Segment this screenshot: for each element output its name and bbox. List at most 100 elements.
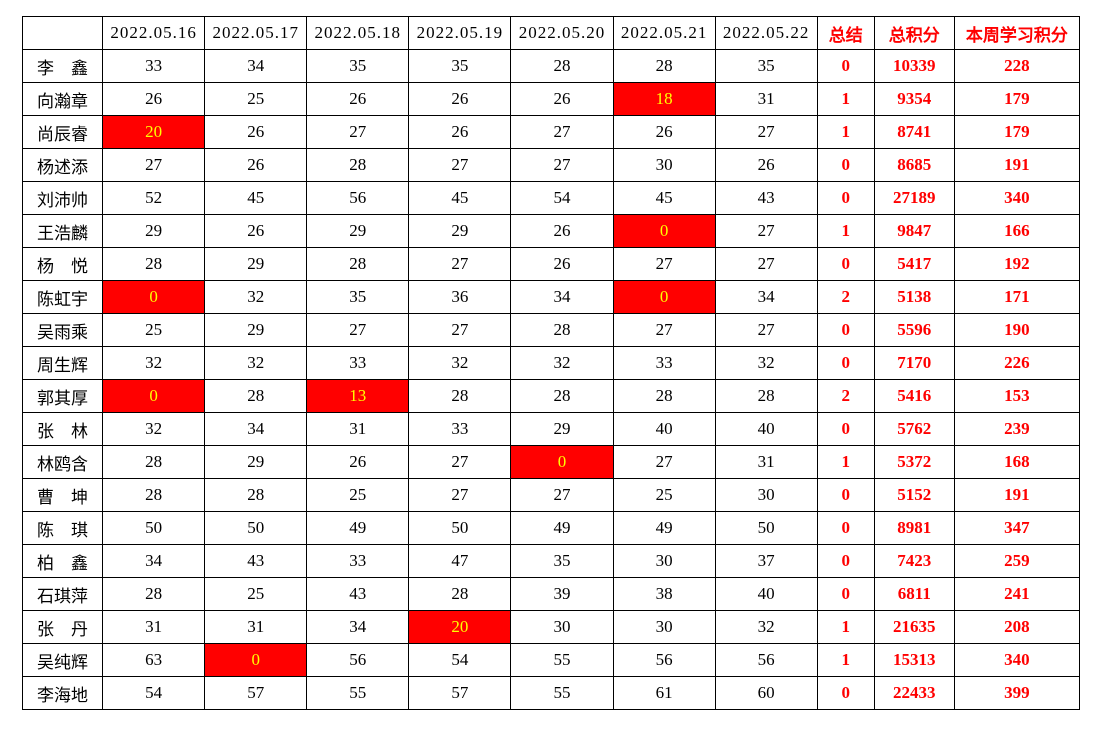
table-row: 刘沛帅 52 45 56 45 54 45 43 0 27189 340 — [21, 181, 1081, 215]
daily-score-cell: 26 — [612, 115, 716, 149]
table-row: 吴纯辉 63 0 56 54 55 56 56 1 15313 340 — [21, 643, 1081, 677]
daily-score-cell: 32 — [510, 346, 614, 380]
date-column-header: 2022.05.17 — [204, 16, 308, 50]
total-points-cell: 27189 — [873, 181, 955, 215]
table-row: 李 鑫 33 34 35 35 28 28 35 0 10339 228 — [21, 49, 1081, 83]
total-points-cell: 21635 — [873, 610, 955, 644]
total-points-cell: 8981 — [873, 511, 955, 545]
summary-cell: 1 — [816, 445, 875, 479]
daily-score-cell: 33 — [102, 49, 206, 83]
daily-score-cell: 27 — [510, 478, 614, 512]
date-column-header: 2022.05.22 — [714, 16, 818, 50]
total-points-cell: 5596 — [873, 313, 955, 347]
student-name-cell: 杨 悦 — [21, 247, 104, 281]
daily-score-cell: 27 — [408, 445, 512, 479]
daily-score-cell: 55 — [510, 676, 614, 710]
week-points-cell: 399 — [953, 676, 1081, 710]
daily-score-cell: 27 — [408, 478, 512, 512]
summary-cell: 0 — [816, 313, 875, 347]
total-points-cell: 8741 — [873, 115, 955, 149]
week-points-cell: 259 — [953, 544, 1081, 578]
student-name-cell: 吴雨乘 — [21, 313, 104, 347]
daily-score-cell: 56 — [612, 643, 716, 677]
daily-score-cell: 28 — [102, 478, 206, 512]
daily-score-cell: 29 — [408, 214, 512, 248]
daily-score-cell: 29 — [204, 313, 308, 347]
daily-score-cell: 32 — [102, 346, 206, 380]
daily-score-cell: 28 — [408, 379, 512, 413]
student-name-cell: 向瀚章 — [21, 82, 104, 116]
total-points-cell: 5416 — [873, 379, 955, 413]
summary-cell: 2 — [816, 280, 875, 314]
week-points-cell: 171 — [953, 280, 1081, 314]
daily-score-cell: 35 — [408, 49, 512, 83]
daily-score-cell: 28 — [510, 313, 614, 347]
date-column-header: 2022.05.18 — [306, 16, 410, 50]
daily-score-cell: 27 — [408, 247, 512, 281]
summary-cell: 0 — [816, 544, 875, 578]
summary-cell: 1 — [816, 214, 875, 248]
summary-cell: 1 — [816, 643, 875, 677]
week-points-cell: 179 — [953, 115, 1081, 149]
daily-score-cell: 40 — [714, 577, 818, 611]
daily-score-cell: 29 — [102, 214, 206, 248]
week-points-cell: 179 — [953, 82, 1081, 116]
daily-score-cell: 27 — [714, 247, 818, 281]
daily-score-cell: 26 — [408, 82, 512, 116]
total-points-cell: 5417 — [873, 247, 955, 281]
summary-cell: 0 — [816, 676, 875, 710]
daily-score-cell: 32 — [102, 412, 206, 446]
summary-cell: 0 — [816, 511, 875, 545]
daily-score-cell: 26 — [306, 82, 410, 116]
week-points-cell: 208 — [953, 610, 1081, 644]
daily-score-cell: 27 — [612, 445, 716, 479]
daily-score-cell: 34 — [714, 280, 818, 314]
summary-cell: 0 — [816, 346, 875, 380]
daily-score-cell-highlighted: 0 — [102, 280, 206, 314]
daily-score-cell: 49 — [612, 511, 716, 545]
total-points-cell: 7170 — [873, 346, 955, 380]
summary-cell: 2 — [816, 379, 875, 413]
daily-score-cell: 45 — [612, 181, 716, 215]
summary-cell: 0 — [816, 577, 875, 611]
date-column-header: 2022.05.21 — [612, 16, 716, 50]
student-name-cell: 张 丹 — [21, 610, 104, 644]
daily-score-cell: 25 — [204, 82, 308, 116]
daily-score-cell: 37 — [714, 544, 818, 578]
daily-score-cell: 47 — [408, 544, 512, 578]
daily-score-cell: 25 — [102, 313, 206, 347]
table-row: 张 林 32 34 31 33 29 40 40 0 5762 239 — [21, 412, 1081, 446]
daily-score-cell: 54 — [408, 643, 512, 677]
summary-cell: 1 — [816, 610, 875, 644]
daily-score-cell: 34 — [204, 412, 308, 446]
student-name-cell: 石琪萍 — [21, 577, 104, 611]
daily-score-cell: 27 — [408, 313, 512, 347]
daily-score-cell: 27 — [714, 214, 818, 248]
daily-score-cell-highlighted: 0 — [612, 214, 716, 248]
daily-score-cell: 27 — [714, 313, 818, 347]
column-header-summary: 总结 — [816, 16, 875, 50]
student-name-cell: 陈虹宇 — [21, 280, 104, 314]
daily-score-cell: 32 — [408, 346, 512, 380]
daily-score-cell: 33 — [612, 346, 716, 380]
daily-score-cell: 56 — [714, 643, 818, 677]
daily-score-cell: 26 — [204, 115, 308, 149]
daily-score-cell: 28 — [306, 148, 410, 182]
daily-score-cell: 27 — [510, 115, 614, 149]
daily-score-cell: 50 — [408, 511, 512, 545]
daily-score-cell: 43 — [306, 577, 410, 611]
week-points-cell: 166 — [953, 214, 1081, 248]
daily-score-cell: 32 — [714, 346, 818, 380]
table-row: 李海地 54 57 55 57 55 61 60 0 22433 399 — [21, 676, 1081, 710]
daily-score-cell: 27 — [408, 148, 512, 182]
daily-score-cell: 49 — [306, 511, 410, 545]
week-points-cell: 228 — [953, 49, 1081, 83]
daily-score-cell: 31 — [714, 82, 818, 116]
table-row: 林鸥含 28 29 26 27 0 27 31 1 5372 168 — [21, 445, 1081, 479]
summary-cell: 0 — [816, 478, 875, 512]
student-name-cell: 郭其厚 — [21, 379, 104, 413]
daily-score-cell: 28 — [102, 445, 206, 479]
daily-score-cell: 56 — [306, 181, 410, 215]
daily-score-cell: 26 — [204, 214, 308, 248]
